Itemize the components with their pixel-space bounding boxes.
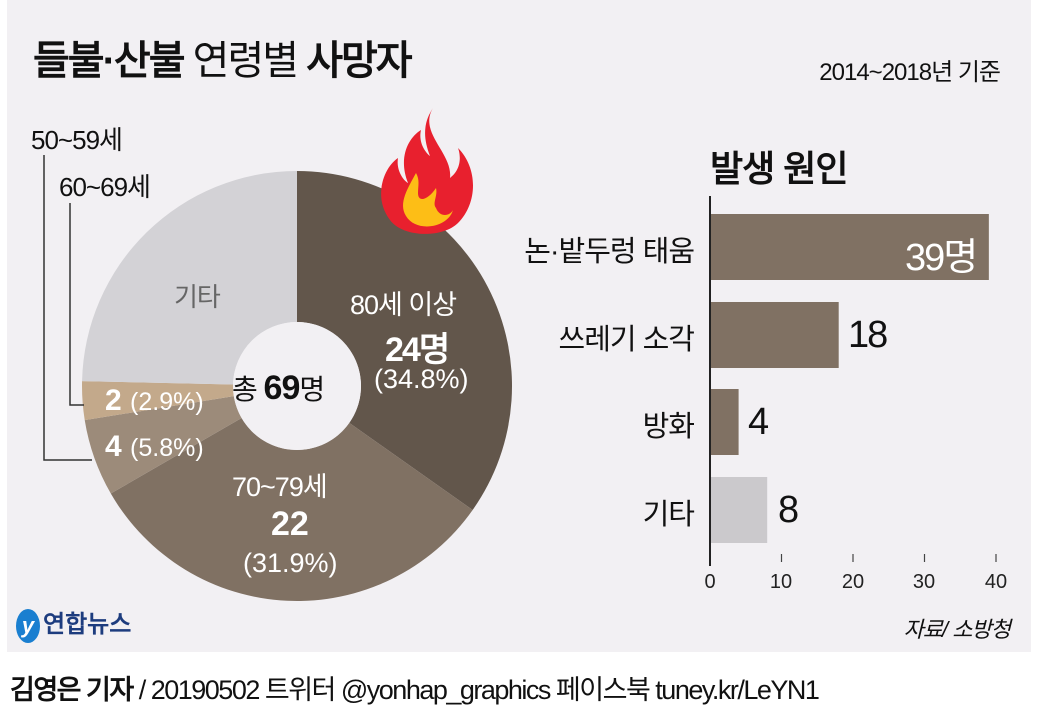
bar-1 xyxy=(710,302,839,368)
donut-slice-0 xyxy=(297,171,512,510)
bar-value-label: 8 xyxy=(778,489,799,531)
label-other: 기타 xyxy=(174,282,221,312)
pct-80-plus: (34.8%) xyxy=(374,364,469,394)
source-label: 자료/ 소방청 xyxy=(903,617,1011,642)
bar-category-label: 방화 xyxy=(642,411,695,443)
donut-slice-4 xyxy=(82,171,297,385)
slice-label-50-59: 4 (5.8%) xyxy=(105,430,204,463)
yonhap-logo: y 연합뉴스 xyxy=(16,604,131,643)
x-tick-label: 40 xyxy=(984,571,1008,593)
donut-chart xyxy=(82,171,512,601)
page-title: 들불·산불 연령별 사망자 xyxy=(33,39,413,83)
period-label: 2014~2018년 기준 xyxy=(819,59,1001,86)
slice-label-60-69: 2 (2.9%) xyxy=(105,384,204,417)
bar-2 xyxy=(710,389,739,455)
x-tick-label: 30 xyxy=(912,571,936,593)
bar-chart-title: 발생 원인 xyxy=(710,148,848,189)
bar-value-label: 4 xyxy=(748,401,769,443)
donut-slice-3 xyxy=(82,381,234,421)
credit-line: 김영은 기자 / 20190502 트위터 @yonhap_graphics 페… xyxy=(10,675,820,705)
logo-icon: y xyxy=(16,608,40,643)
value-80-plus: 24명 xyxy=(385,331,450,369)
bar-chart xyxy=(709,196,997,566)
bar-value-label: 18 xyxy=(848,314,888,356)
x-tick-label: 0 xyxy=(704,571,716,593)
x-tick-label: 10 xyxy=(769,571,793,593)
label-60-69: 60~69세 xyxy=(59,172,151,202)
value-70-79: 22 xyxy=(271,505,309,543)
label-80-plus: 80세 이상 xyxy=(350,290,457,320)
bar-value-label: 39명 xyxy=(905,237,978,279)
label-70-79: 70~79세 xyxy=(232,472,328,502)
donut-slice-2 xyxy=(84,396,242,494)
bar-3 xyxy=(710,477,768,543)
donut-slice-1 xyxy=(110,418,473,601)
bar-category-label: 쓰레기 소각 xyxy=(558,324,695,356)
donut-hole xyxy=(233,322,361,450)
leader-line-60-69 xyxy=(69,203,84,406)
bar-0 xyxy=(710,214,989,280)
pct-70-79: (31.9%) xyxy=(243,548,338,578)
donut-center-total: 총 69명 xyxy=(232,369,325,407)
bar-category-label: 기타 xyxy=(642,499,695,531)
x-tick-label: 20 xyxy=(841,571,865,593)
bar-category-label: 논·밭두렁 태움 xyxy=(524,236,695,268)
label-50-59: 50~59세 xyxy=(31,125,123,155)
leader-line-50-59 xyxy=(43,155,92,461)
flame-icon xyxy=(381,108,473,234)
